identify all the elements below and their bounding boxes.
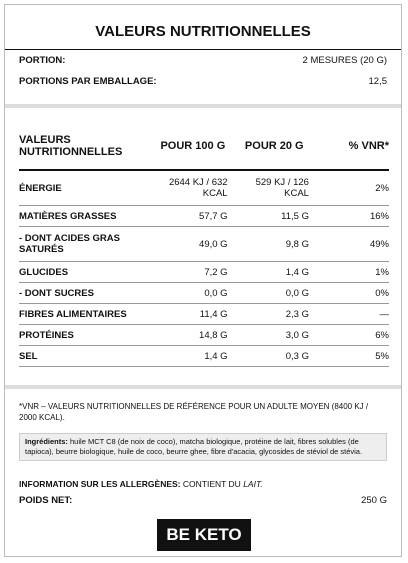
nutrient-name: FIBRES ALIMENTAIRES	[19, 303, 153, 325]
nutrient-value: 1,4 G	[152, 345, 234, 367]
nutrient-row: GLUCIDES 7,2 G 1,4 G 1%	[19, 261, 389, 283]
nutrient-row: ÉNERGIE 2644 KJ / 632 KCAL 529 KJ / 126 KC…	[19, 170, 389, 206]
portion-value: 2 MESURES (20 G)	[302, 55, 387, 66]
nutrient-value: 2,3 G	[233, 303, 315, 325]
ingredients-label: Ingrédients:	[25, 437, 68, 446]
nutrient-value: —	[314, 303, 389, 325]
nutrient-value: 0,3 G	[233, 345, 315, 367]
nutrient-row: MATIÈRES GRASSES 57,7 G 11,5 G 16%	[19, 205, 389, 227]
nutrient-name: MATIÈRES GRASSES	[19, 205, 153, 227]
nutrient-value: 0,0 G	[233, 282, 315, 304]
allergens-text: CONTIENT DU	[182, 479, 241, 489]
label: VALEURS NUTRITIONNELLES PORTION: 2 MESURE…	[4, 4, 402, 557]
nutrient-value: 2%	[314, 170, 389, 206]
nutrient-value: 9,8 G	[233, 226, 315, 262]
nutrient-name: PROTÉINES	[19, 324, 153, 346]
nutrient-row: - DONT ACIDES GRAS SATURÉS 49,0 G 9,8 G 49%	[19, 226, 389, 262]
nutrient-name: - DONT ACIDES GRAS SATURÉS	[19, 226, 153, 262]
divider	[5, 49, 401, 50]
allergens: INFORMATION SUR LES ALLERGÈNES: CONTIENT…	[19, 479, 263, 489]
nutrient-value: 3,0 G	[233, 324, 315, 346]
nutrient-value: 529 KJ / 126 KCAL	[233, 170, 315, 206]
nutrient-value: 2644 KJ / 632 KCAL	[152, 170, 234, 206]
column-header: % VNR*	[314, 123, 389, 171]
nutrient-value: 1,4 G	[233, 261, 315, 283]
ingredients-text: huile MCT C8 (de noix de coco), matcha b…	[25, 437, 363, 456]
ingredients: Ingrédients: huile MCT C8 (de noix de co…	[19, 433, 387, 461]
portion: PORTION: 2 MESURES (20 G)	[19, 55, 387, 66]
nutrient-row: SEL 1,4 G 0,3 G 5%	[19, 345, 389, 367]
portions-pack: PORTIONS PAR EMBALLAGE: 12,5	[19, 76, 387, 87]
column-header: POUR 20 G	[233, 123, 315, 171]
allergen: LAIT.	[243, 479, 263, 489]
nutrient-name: - DONT SUCRES	[19, 282, 153, 304]
logo: BE KETO	[157, 519, 251, 551]
nutrient-value: 49%	[314, 226, 389, 262]
allergens-label: INFORMATION SUR LES ALLERGÈNES:	[19, 479, 181, 489]
nutrient-value: 57,7 G	[152, 205, 234, 227]
portion-label: PORTION:	[19, 55, 66, 66]
nutrient-value: 0,0 G	[152, 282, 234, 304]
column-header: VALEURS NUTRITIONNELLES	[19, 123, 153, 171]
column-header: POUR 100 G	[152, 123, 234, 171]
net-weight: POIDS NET: 250 G	[19, 495, 387, 506]
nutrient-value: 7,2 G	[152, 261, 234, 283]
nutrient-value: 5%	[314, 345, 389, 367]
nutrient-name: GLUCIDES	[19, 261, 153, 283]
divider	[5, 104, 401, 108]
nutrition-table: VALEURS NUTRITIONNELLES POUR 100 G POUR 20…	[19, 123, 389, 367]
divider	[5, 385, 401, 389]
nutrient-value: 49,0 G	[152, 226, 234, 262]
nutrient-value: 11,4 G	[152, 303, 234, 325]
nutrient-row: PROTÉINES 14,8 G 3,0 G 6%	[19, 324, 389, 346]
net-weight-label: POIDS NET:	[19, 495, 73, 506]
nutrient-row: - DONT SUCRES 0,0 G 0,0 G 0%	[19, 282, 389, 304]
nutrient-value: 0%	[314, 282, 389, 304]
nutrient-value: 16%	[314, 205, 389, 227]
footnote: *VNR – VALEURS NUTRITIONNELLES DE RÉFÉRE…	[19, 402, 369, 422]
nutrient-value: 11,5 G	[233, 205, 315, 227]
nutrient-name: SEL	[19, 345, 153, 367]
net-weight-value: 250 G	[361, 495, 387, 506]
nutrient-value: 14,8 G	[152, 324, 234, 346]
nutrient-value: 1%	[314, 261, 389, 283]
portions-label: PORTIONS PAR EMBALLAGE:	[19, 76, 157, 87]
nutrient-row: FIBRES ALIMENTAIRES 11,4 G 2,3 G —	[19, 303, 389, 325]
nutrient-value: 6%	[314, 324, 389, 346]
portions-value: 12,5	[368, 76, 388, 87]
title: VALEURS NUTRITIONNELLES	[95, 23, 311, 40]
header-row: VALEURS NUTRITIONNELLES POUR 100 G POUR 20…	[19, 123, 389, 171]
nutrient-name: ÉNERGIE	[19, 170, 153, 206]
